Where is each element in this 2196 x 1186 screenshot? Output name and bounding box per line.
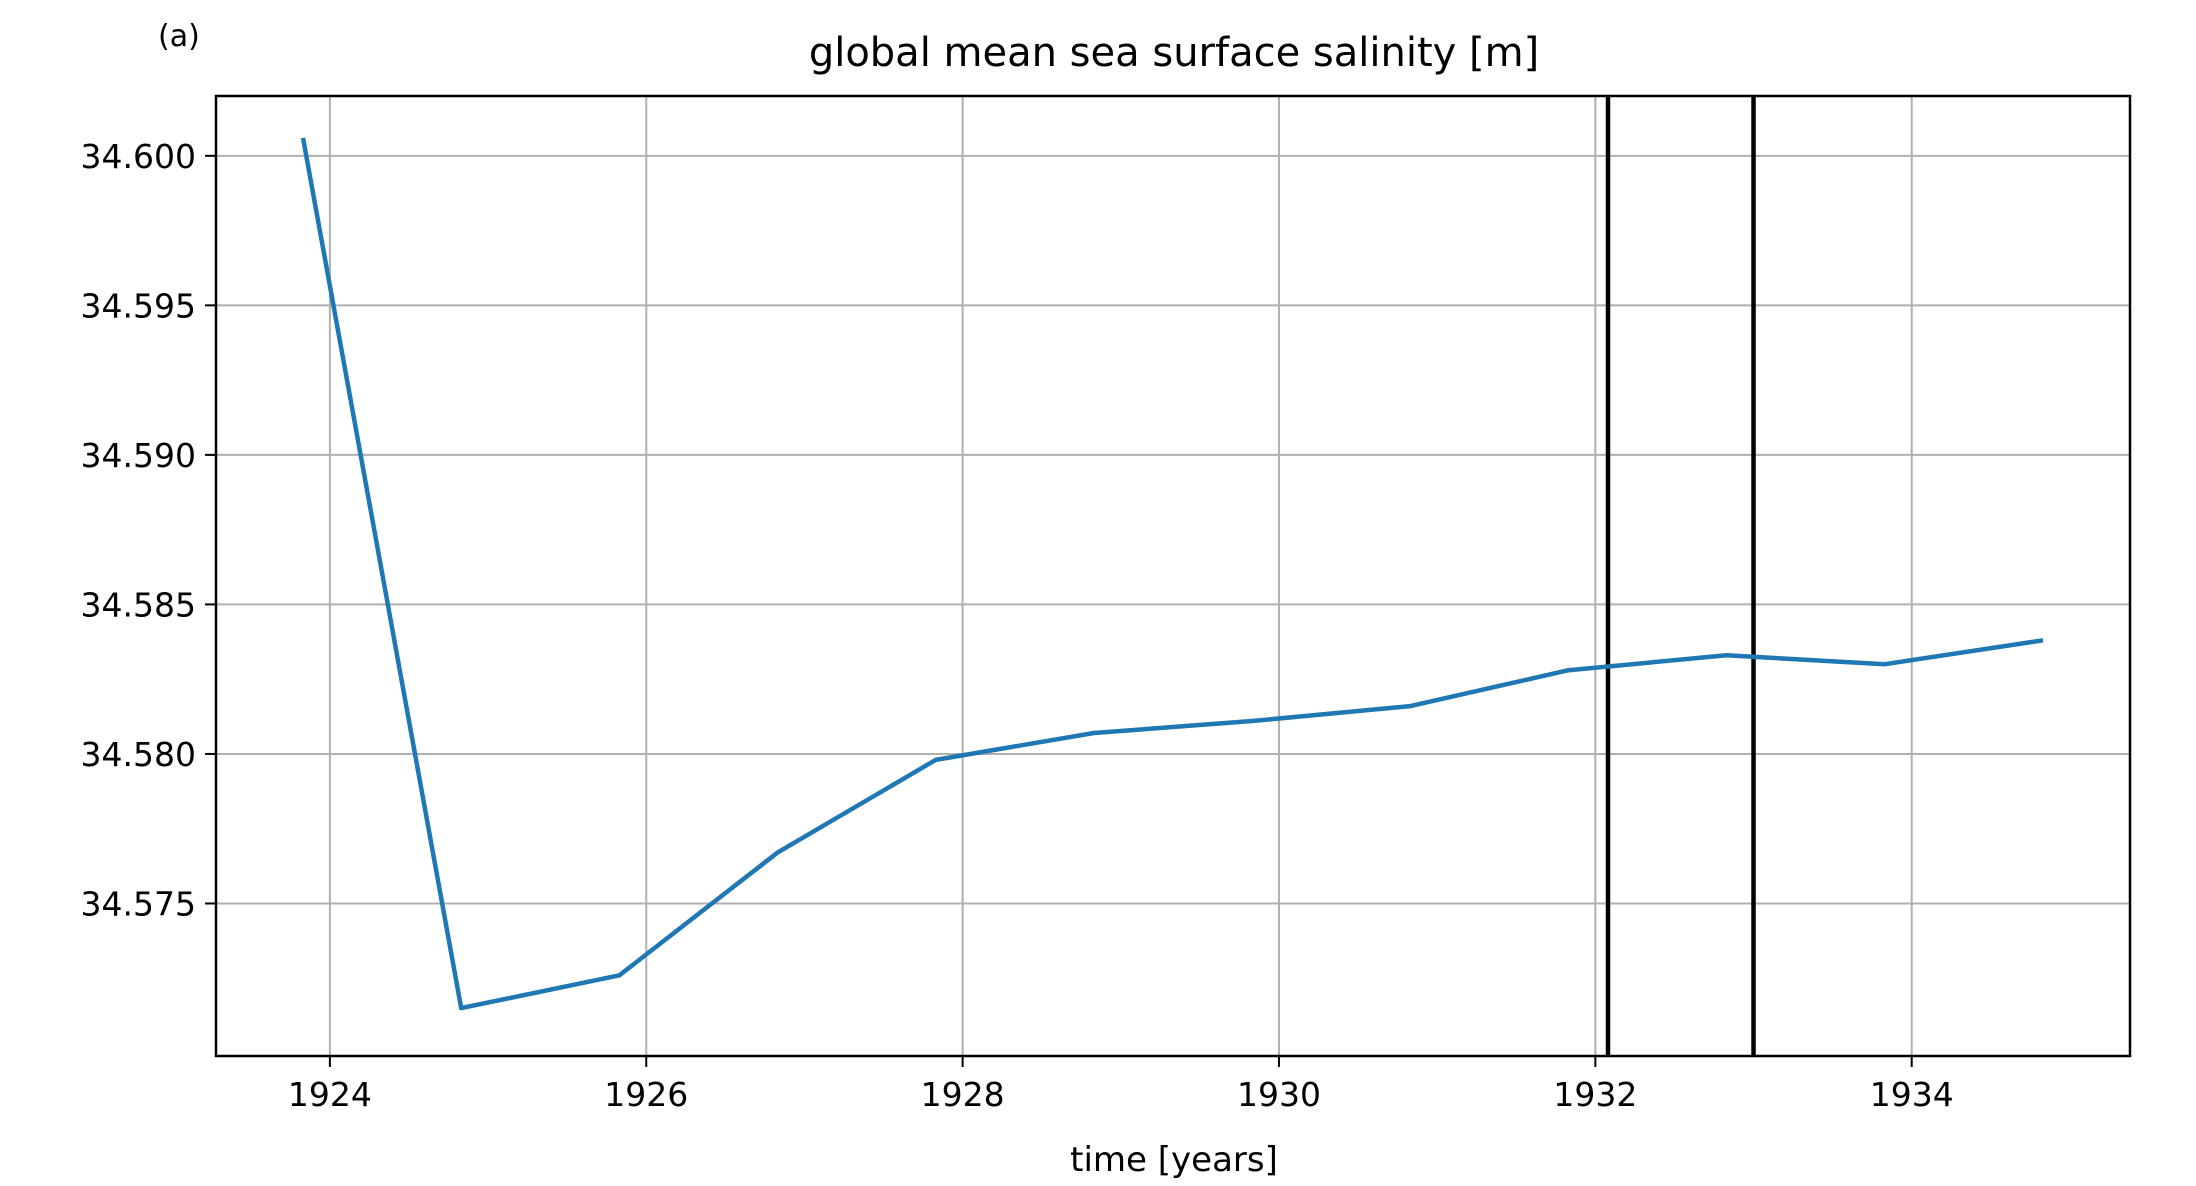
y-tick-label: 34.595 bbox=[81, 286, 196, 325]
x-tick-label: 1932 bbox=[1553, 1075, 1637, 1114]
y-tick-label: 34.580 bbox=[81, 735, 196, 774]
series-layer bbox=[303, 138, 2043, 1008]
x-tick-label: 1928 bbox=[921, 1075, 1005, 1114]
x-tick-label: 1924 bbox=[288, 1075, 372, 1114]
y-tick-label: 34.575 bbox=[81, 884, 196, 923]
y-axis-ticks: 34.575 34.580 34.585 34.590 34.595 34.600 bbox=[81, 137, 216, 924]
chart-title: global mean sea surface salinity [m] bbox=[809, 30, 1539, 76]
x-axis-label: time [years] bbox=[1070, 1140, 1278, 1180]
series-line bbox=[303, 138, 2043, 1008]
x-axis-ticks: 1924 1926 1928 1930 1932 1934 bbox=[288, 1056, 1954, 1114]
panel-label: (a) bbox=[158, 19, 200, 54]
x-tick-label: 1930 bbox=[1237, 1075, 1321, 1114]
x-tick-label: 1934 bbox=[1870, 1075, 1954, 1114]
y-tick-label: 34.585 bbox=[81, 585, 196, 624]
x-tick-label: 1926 bbox=[604, 1075, 688, 1114]
y-tick-label: 34.600 bbox=[81, 137, 196, 176]
y-tick-label: 34.590 bbox=[81, 436, 196, 475]
grid bbox=[216, 96, 2130, 1056]
reference-lines bbox=[1608, 96, 1754, 1056]
plot-frame bbox=[216, 96, 2130, 1056]
